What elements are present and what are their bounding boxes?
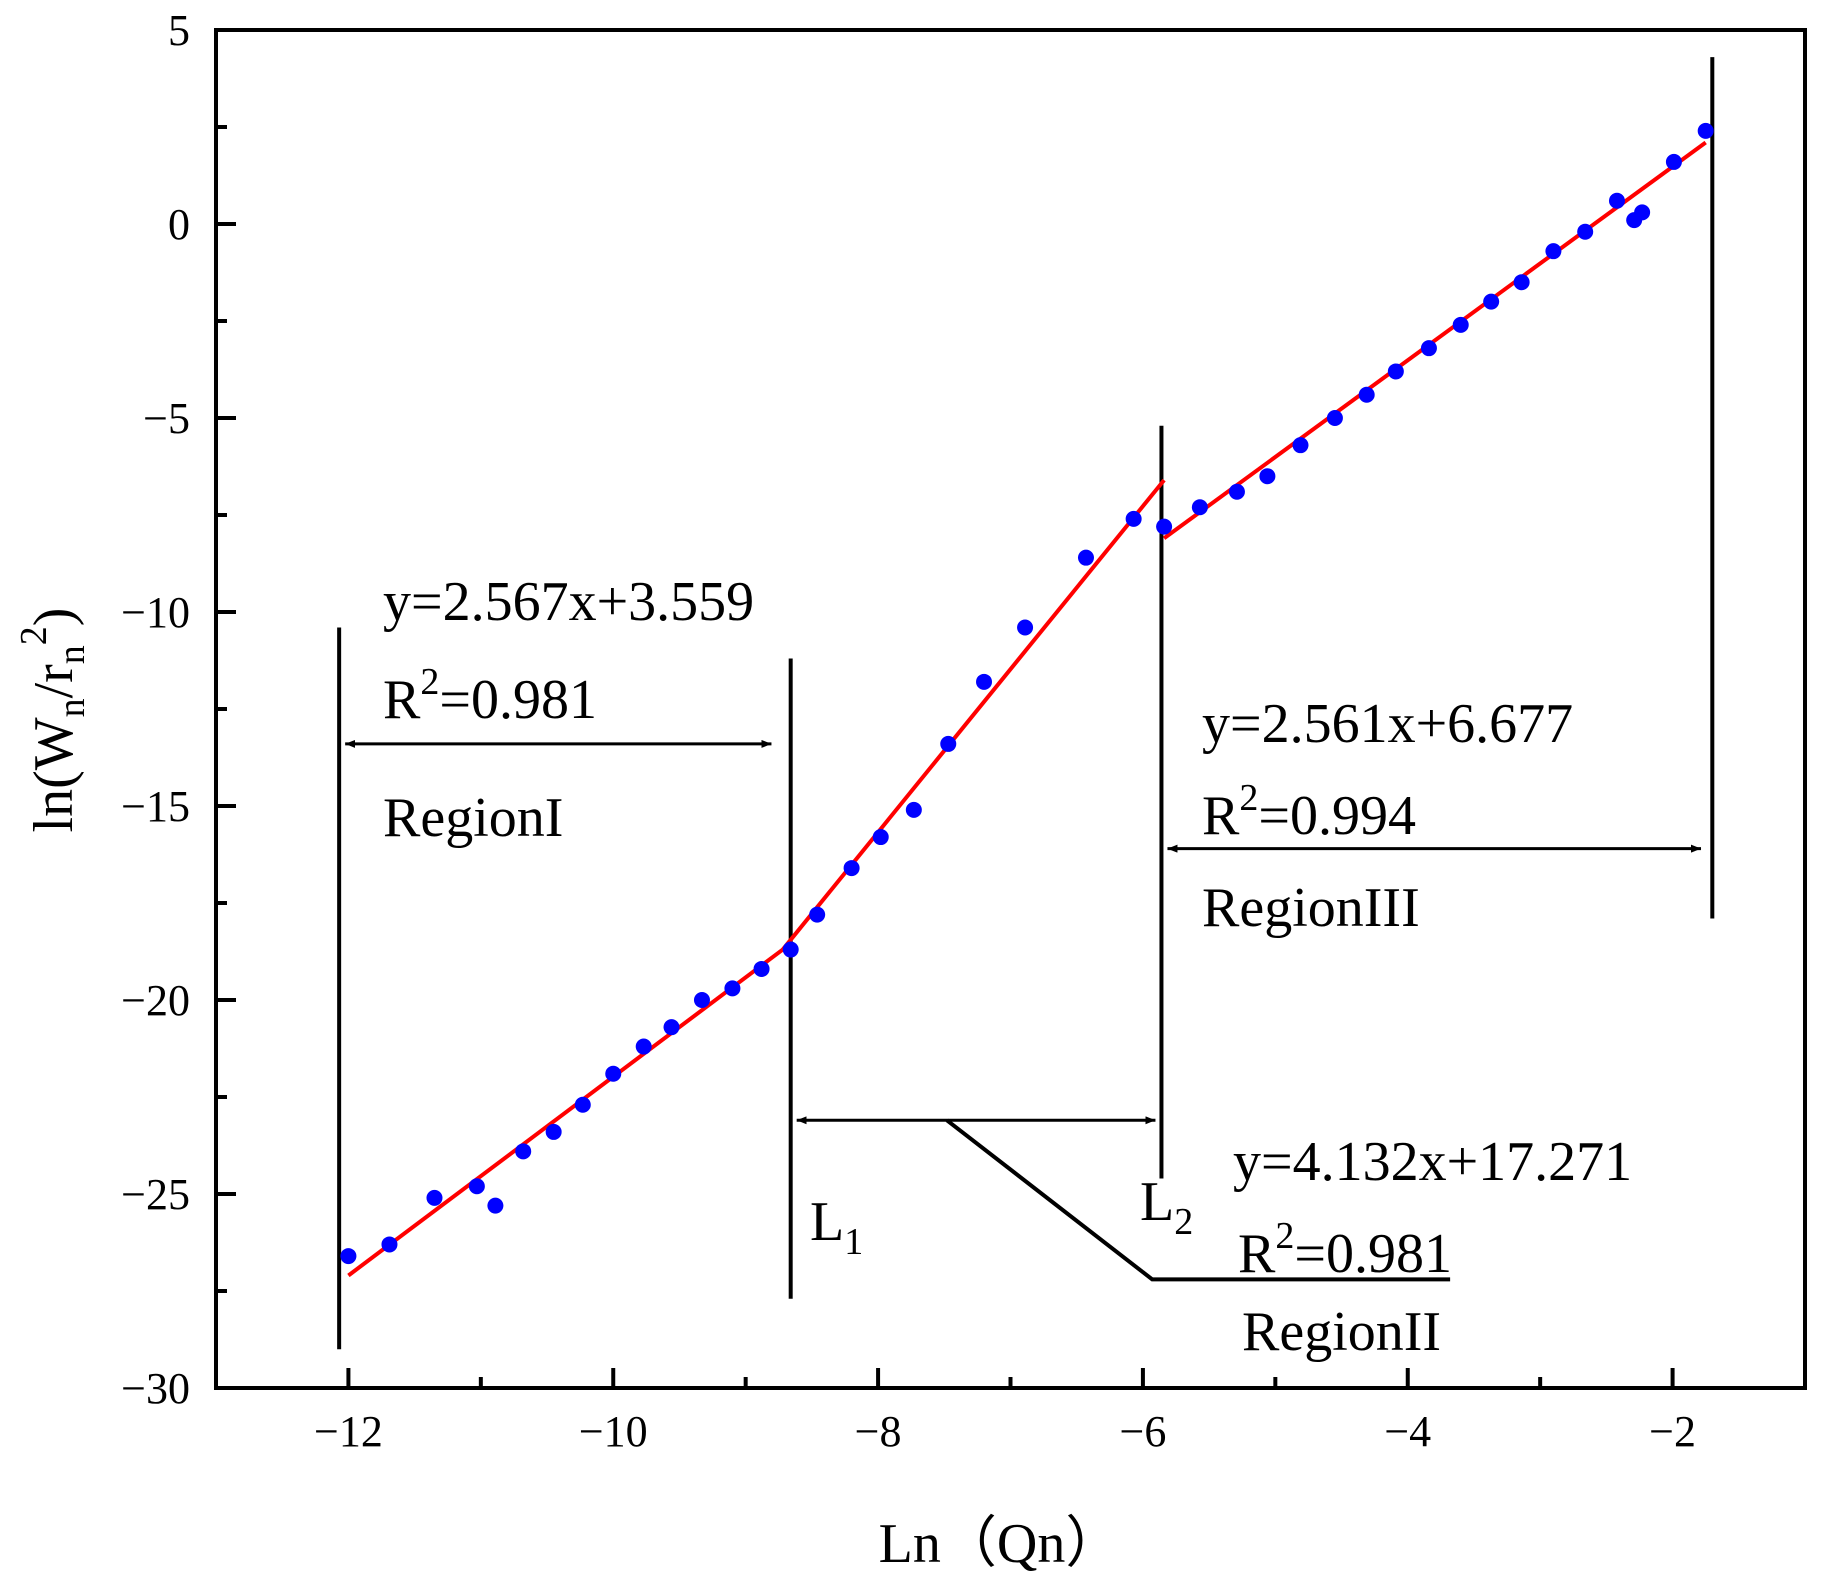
x-tick-label: −10: [579, 1407, 648, 1456]
region2-equation: y=4.132x+17.271: [1233, 1131, 1632, 1193]
y-tick-label: 0: [168, 200, 190, 249]
y-tick-label: −20: [121, 976, 190, 1025]
y-tick-label: −15: [121, 782, 190, 831]
data-point: [1665, 153, 1682, 170]
data-point: [545, 1123, 562, 1140]
y-axis-ticks: 5 0 −5 −10 −15 −20 −25 −30: [121, 6, 236, 1413]
data-point: [1420, 340, 1437, 357]
region3-label: RegionIII: [1202, 877, 1420, 939]
y-tick-label: −10: [121, 588, 190, 637]
data-point: [1358, 386, 1375, 403]
data-point: [976, 673, 993, 690]
y-tick-label: −25: [121, 1170, 190, 1219]
l2-label: L2: [1140, 1171, 1193, 1243]
data-point: [1156, 518, 1173, 535]
data-point: [1077, 549, 1094, 566]
x-tick-label: −6: [1120, 1407, 1167, 1456]
y-tick-label: −30: [121, 1364, 190, 1413]
fit-line-1: [347, 947, 784, 1278]
data-point: [872, 829, 889, 846]
region3-equation: y=2.561x+6.677: [1202, 693, 1573, 755]
region2-r2: R2=0.981: [1238, 1215, 1452, 1285]
data-point: [487, 1197, 504, 1214]
data-point: [782, 941, 799, 958]
data-point: [1634, 204, 1651, 221]
data-point: [1608, 192, 1625, 209]
data-point: [1513, 274, 1530, 291]
region-arrows: [345, 739, 1702, 1125]
fit-line-2: [781, 478, 1166, 951]
data-points: [340, 122, 1714, 1265]
data-point: [1483, 293, 1500, 310]
data-point: [381, 1236, 398, 1253]
data-point: [1017, 619, 1034, 636]
data-point: [1697, 122, 1714, 139]
x-tick-label: −2: [1649, 1407, 1696, 1456]
x-tick-label: −8: [855, 1407, 902, 1456]
data-point: [693, 992, 710, 1008]
data-point: [340, 1248, 357, 1265]
data-point: [1292, 437, 1309, 454]
data-point: [426, 1189, 443, 1206]
data-point: [574, 1096, 591, 1113]
data-point: [1228, 483, 1245, 500]
x-tick-label: −4: [1384, 1407, 1431, 1456]
x-axis-ticks: −12 −10 −8 −6 −4 −2: [214, 1368, 1807, 1456]
y-axis-title: ln(Wn/rn2): [13, 608, 93, 833]
data-point: [1577, 223, 1594, 240]
data-point: [940, 735, 957, 752]
x-tick-label: −12: [314, 1407, 383, 1456]
data-point: [1452, 316, 1469, 333]
y-tick-label: 5: [168, 6, 190, 55]
data-point: [905, 801, 922, 818]
region-boundaries: [337, 57, 1715, 1350]
data-point: [605, 1065, 622, 1082]
data-point: [1326, 410, 1343, 426]
data-point: [843, 860, 860, 877]
data-point: [724, 980, 741, 997]
data-point: [1545, 243, 1562, 260]
region1-equation: y=2.567x+3.559: [383, 571, 754, 633]
data-point: [1387, 363, 1404, 380]
data-point: [1259, 468, 1276, 485]
data-point: [468, 1178, 485, 1195]
region1-r2: R2=0.981: [383, 661, 597, 731]
data-point: [515, 1143, 532, 1160]
data-point: [809, 906, 826, 923]
region3-r2: R2=0.994: [1202, 777, 1416, 847]
data-point: [1125, 510, 1142, 527]
y-tick-label: −5: [143, 394, 190, 443]
data-point: [663, 1019, 680, 1036]
data-point: [635, 1038, 652, 1055]
region2-label: RegionII: [1242, 1301, 1441, 1363]
region1-label: RegionI: [383, 787, 563, 849]
l1-label: L1: [810, 1191, 863, 1263]
data-point: [753, 960, 770, 977]
data-point: [1191, 499, 1208, 516]
region2-leader-line: [945, 1118, 1451, 1282]
x-axis-title: Ln（Qn）: [879, 1513, 1122, 1575]
